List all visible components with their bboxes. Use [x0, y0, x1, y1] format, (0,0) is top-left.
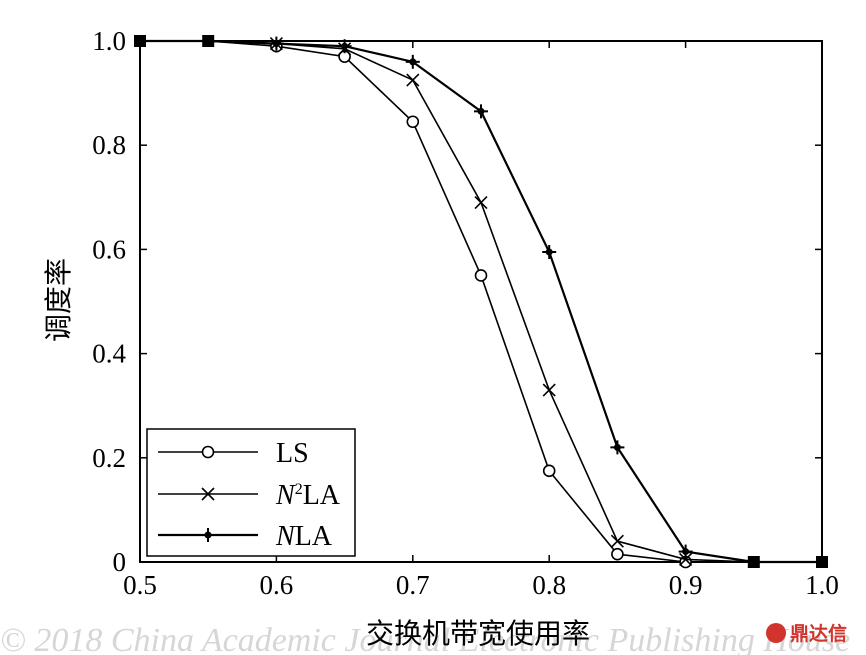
- marker-x: [201, 487, 215, 501]
- x-tick-label: 0.5: [123, 570, 157, 600]
- marker-plus: [269, 36, 284, 51]
- marker-plus-dot: [545, 248, 553, 256]
- marker-plus-dot: [204, 531, 212, 539]
- marker-x: [610, 534, 624, 548]
- marker-plus-dot: [272, 40, 280, 48]
- y-tick-label: 0.8: [92, 130, 126, 160]
- plot-frame: [139, 40, 823, 563]
- marker-plus-dot: [341, 42, 349, 50]
- y-tick-label: 0.6: [92, 234, 126, 264]
- series-3: [134, 35, 828, 568]
- watermark-text: © 2018 China Academic Journal Electronic…: [0, 622, 850, 655]
- legend-label: NLA: [275, 521, 333, 552]
- marker-plus-dot: [477, 107, 485, 115]
- series-layer: [134, 35, 828, 569]
- legend-label-text: LA: [303, 480, 341, 511]
- marker-plus-dot: [613, 443, 621, 451]
- marker-circle: [474, 269, 488, 282]
- legend-label-superscript: 2: [295, 481, 303, 498]
- series-1: [140, 39, 822, 569]
- legend-label-text: LA: [295, 521, 333, 552]
- marker-circle: [611, 547, 624, 561]
- marker-x: [679, 552, 693, 566]
- marker-plus: [542, 245, 557, 260]
- marker-x: [542, 383, 556, 397]
- marker-plus: [610, 440, 625, 455]
- marker-plus: [337, 39, 352, 54]
- marker-plus: [474, 104, 488, 119]
- marker-circle: [406, 115, 420, 129]
- marker-plus: [201, 528, 215, 542]
- x-tick-label: 0.6: [260, 570, 294, 600]
- x-tick-label: 0.8: [532, 570, 566, 600]
- y-axis-label: 调度率: [42, 258, 75, 342]
- legend-label-prefix: N: [275, 521, 296, 552]
- marker-plus: [678, 544, 693, 559]
- x-axis-label: 交换机带宽使用率: [366, 617, 590, 650]
- x-tick-label: 0.7: [396, 570, 430, 600]
- y-tick-label: 0.4: [92, 339, 126, 369]
- x-tick-label: 1.0: [805, 570, 839, 600]
- marker-x-stroke: [201, 487, 215, 501]
- plot-border: [139, 40, 823, 563]
- marker-circle: [201, 445, 215, 459]
- marker-x-stroke: [474, 195, 488, 210]
- marker-plus: [405, 54, 420, 69]
- logo: 鼎达信: [766, 622, 847, 645]
- marker-circle: [542, 464, 556, 478]
- marker-x-stroke: [406, 73, 420, 87]
- y-tick-label: 0: [113, 547, 127, 577]
- logo-icon: [766, 623, 786, 643]
- marker-square: [816, 556, 828, 568]
- legend-label-prefix: N: [275, 480, 296, 511]
- marker-square: [747, 556, 760, 568]
- marker-x: [406, 73, 420, 87]
- marker-plus-dot: [409, 58, 417, 66]
- marker-square: [134, 35, 146, 47]
- marker-x-stroke: [542, 383, 556, 397]
- marker-x: [474, 195, 488, 210]
- marker-x-stroke: [610, 534, 624, 548]
- y-tick-label: 0.2: [92, 443, 126, 473]
- legend-label-text: LS: [276, 438, 309, 469]
- logo-text: 鼎达信: [790, 622, 847, 645]
- y-tick-label: 1.0: [92, 26, 126, 56]
- marker-square: [202, 35, 215, 47]
- tick-labels: 0.5 0.6 0.7 0.8 0.9 1.0 0 0.2 0.4 0.6 0.8 1.0: [92, 26, 839, 600]
- legend-label: LS: [276, 438, 309, 469]
- marker-plus-dot: [682, 548, 690, 556]
- legend-label: N2LA: [275, 480, 341, 511]
- marker-x-stroke: [679, 552, 693, 566]
- x-tick-label: 0.9: [669, 570, 703, 600]
